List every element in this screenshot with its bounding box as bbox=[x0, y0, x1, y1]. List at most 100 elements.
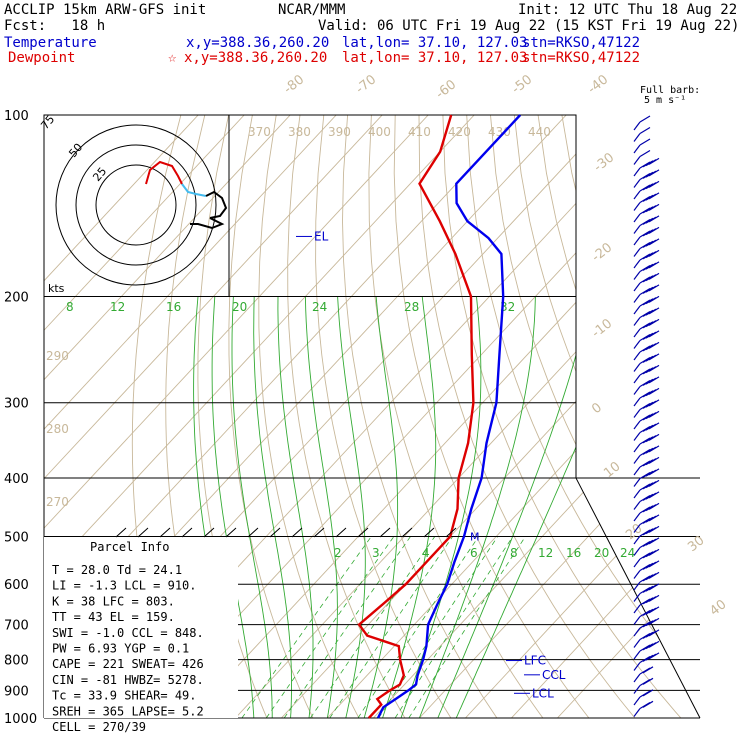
wind-barb-staff bbox=[633, 478, 641, 487]
pressure-tick-label: 1000 bbox=[4, 712, 37, 727]
barb-legend-2: 5 m s⁻¹ bbox=[644, 95, 687, 106]
parcel-info-row: TT = 43 EL = 159. bbox=[52, 610, 175, 624]
parcel-info-box bbox=[44, 537, 238, 718]
pressure-tick-label: 100 bbox=[4, 109, 29, 124]
isotherm-line bbox=[44, 115, 429, 718]
hatch-mark bbox=[335, 527, 347, 538]
theta-label: 390 bbox=[328, 125, 351, 139]
wind-barb-staff bbox=[633, 558, 641, 568]
moist-adiabat bbox=[277, 296, 314, 718]
level-label: EL bbox=[314, 229, 329, 243]
wind-barb-staff bbox=[633, 225, 641, 234]
moist-adiabat bbox=[455, 296, 637, 718]
hodograph-ring-label: 50 bbox=[66, 141, 85, 160]
parcel-info-row: CELL = 270/39 bbox=[52, 720, 146, 734]
wind-barb-flag bbox=[648, 537, 660, 545]
mixing-ratio-label: 4 bbox=[422, 546, 430, 560]
wind-barb-staff bbox=[633, 501, 641, 510]
wind-barb-flag bbox=[648, 353, 660, 361]
moist-adiabat bbox=[231, 296, 273, 718]
dewpoint-station: stn=RKSO,47122 bbox=[522, 50, 641, 66]
wind-barb-staff bbox=[633, 708, 641, 717]
mixing-ratio-line bbox=[394, 536, 514, 718]
isotherm-line bbox=[419, 115, 700, 718]
level-label: LFC bbox=[524, 654, 546, 668]
wind-barb-flag bbox=[648, 169, 660, 177]
level-label-m: M bbox=[470, 530, 480, 543]
hodograph-trace-cyan bbox=[181, 183, 207, 197]
wind-barb-flag bbox=[648, 594, 660, 602]
wind-barb-staff bbox=[633, 593, 641, 602]
barb-legend-1: Full barb: bbox=[640, 85, 701, 96]
wind-barb-flag bbox=[648, 295, 660, 303]
theta-left-label: 290 bbox=[46, 349, 69, 363]
isotherm-label: -50 bbox=[509, 72, 535, 97]
dewpoint-profile bbox=[357, 114, 475, 719]
wind-barb-staff bbox=[633, 581, 641, 591]
valid-time: Valid: 06 UTC Fri 19 Aug 22 (15 KST Fri … bbox=[318, 18, 740, 34]
wind-barb-flag bbox=[648, 606, 660, 614]
hodograph-ring bbox=[95, 164, 177, 246]
pressure-tick-label: 800 bbox=[4, 654, 29, 669]
hatch-mark bbox=[357, 527, 369, 538]
wind-barb-staff bbox=[633, 213, 641, 223]
isotherm-label: -80 bbox=[281, 72, 307, 97]
mixing-ratio-label: 2 bbox=[334, 546, 342, 560]
wind-barb-staff bbox=[633, 639, 641, 648]
theta-label: 410 bbox=[408, 125, 431, 139]
wind-barb-staff bbox=[633, 673, 641, 683]
wind-barb-flag bbox=[648, 548, 660, 556]
wind-barb-flag bbox=[648, 445, 660, 453]
wind-barb-flag bbox=[648, 560, 660, 568]
isotherm-label: -70 bbox=[353, 72, 379, 97]
dry-adiabat bbox=[680, 115, 700, 718]
hodograph-ring bbox=[55, 124, 217, 286]
hodograph-ring-label: 75 bbox=[38, 113, 57, 132]
wind-barb-flag bbox=[648, 468, 660, 476]
wind-barb-staff bbox=[633, 489, 641, 499]
pressure-tick-label: 700 bbox=[4, 619, 29, 634]
wind-barb-staff bbox=[633, 535, 641, 545]
wind-barb-flag bbox=[648, 376, 660, 384]
wind-barb-staff bbox=[633, 259, 641, 269]
parcel-info-row: LI = -1.3 LCL = 910. bbox=[52, 579, 197, 593]
wind-barb-flag bbox=[648, 238, 660, 246]
wind-barb-staff bbox=[633, 282, 641, 292]
wind-barb-staff bbox=[633, 317, 641, 326]
hatch-mark bbox=[225, 527, 237, 538]
wind-barb-staff bbox=[633, 570, 641, 579]
wind-barb-flag bbox=[648, 341, 660, 349]
wind-barb-flag bbox=[648, 157, 660, 165]
dry-adiabat bbox=[656, 115, 700, 718]
hatch-mark bbox=[247, 527, 259, 538]
isotherm-line bbox=[465, 115, 700, 718]
wind-barb-flag bbox=[648, 629, 660, 637]
mixing-ratio-label: 3 bbox=[372, 546, 380, 560]
wind-barb-flag bbox=[642, 689, 654, 697]
mixing-ratio-label: 8 bbox=[510, 546, 518, 560]
level-label: CCL bbox=[542, 668, 566, 682]
hodograph-ring bbox=[75, 144, 197, 266]
wind-barb-flag bbox=[639, 138, 651, 146]
wind-barb-staff bbox=[633, 202, 641, 211]
wind-barb-staff bbox=[633, 696, 641, 706]
dry-adiabat bbox=[537, 115, 700, 718]
wind-barb-staff bbox=[633, 305, 641, 315]
wind-barb-flag bbox=[639, 126, 651, 135]
mixing-ratio-label: 16 bbox=[566, 546, 581, 560]
hatch-mark bbox=[115, 527, 127, 538]
wind-barb-staff bbox=[633, 179, 641, 188]
dry-adiabat bbox=[315, 115, 452, 718]
temperature-label: Temperature bbox=[4, 35, 97, 51]
wind-barb-staff bbox=[633, 363, 641, 372]
hatch-mark bbox=[423, 527, 435, 538]
wind-barb-staff bbox=[633, 271, 641, 280]
hatch-mark bbox=[379, 527, 391, 538]
wind-barb-flag bbox=[648, 640, 660, 648]
mixing-ratio-label: 12 bbox=[538, 546, 553, 560]
wind-barb-staff bbox=[633, 236, 641, 246]
mixing-ratio-label: 12 bbox=[110, 300, 125, 314]
wind-barb-flag bbox=[648, 583, 660, 591]
wind-barb-flag bbox=[648, 525, 660, 533]
isotherm-line bbox=[44, 115, 245, 718]
